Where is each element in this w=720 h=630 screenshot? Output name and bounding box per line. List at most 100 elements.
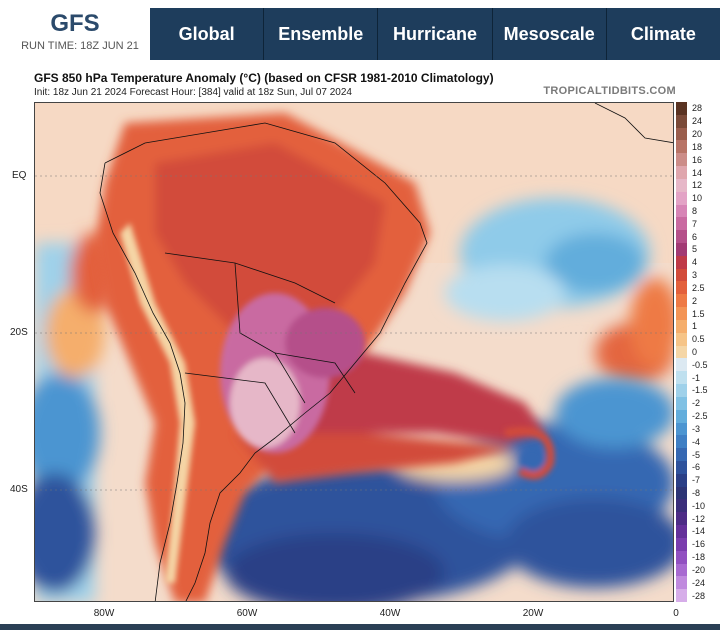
colorbar-label: 20 [692,129,703,140]
nav-global[interactable]: Global [150,8,265,60]
colorbar-label: -20 [692,564,706,575]
colorbar-label: -1.5 [692,385,708,396]
colorbar-segment [676,345,687,359]
site-watermark: TROPICALTIDBITS.COM [543,85,676,97]
colorbar-segment [676,268,687,282]
colorbar-label: -28 [692,590,706,601]
colorbar-segment [676,191,687,206]
colorbar-segment [676,563,687,577]
colorbar-label: -24 [692,577,706,588]
colorbar-segment [676,473,687,488]
lon-label-0: 0 [673,608,679,619]
colorbar-segment [676,166,687,180]
colorbar-segment [676,217,687,231]
map-subtitle: Init: 18z Jun 21 2024 Forecast Hour: [38… [34,87,352,98]
colorbar-label: -2 [692,398,701,409]
lat-label-20s: 20S [10,327,28,338]
colorbar-label: 0.5 [692,334,705,345]
anomaly-map [34,102,674,602]
colorbar-segment [676,358,687,372]
colorbar-label: -8 [692,488,701,499]
colorbar-segment [676,178,687,193]
lon-label-20w: 20W [522,608,544,619]
colorbar-label: -2.5 [692,411,708,422]
run-time-label: RUN TIME: 18Z JUN 21 [21,40,139,52]
colorbar-label: 2.5 [692,282,705,293]
colorbar-segment [676,281,687,295]
colorbar-segment [676,396,687,411]
colorbar-label: -4 [692,436,701,447]
lon-label-80w: 80W [93,608,115,619]
colorbar-segment [676,525,687,539]
colorbar-label: 4 [692,257,698,268]
lon-label-40w: 40W [379,608,401,619]
colorbar-segment [676,384,687,398]
colorbar-label: -18 [692,552,706,563]
colorbar-segment [676,140,687,154]
colorbar-label: -10 [692,500,706,511]
colorbar-label: 1.5 [692,308,705,319]
colorbar-segment [676,127,687,141]
colorbar-label: -1 [692,372,701,383]
colorbar-segment [676,114,687,129]
colorbar-label: 12 [692,180,703,191]
site-logo[interactable]: GFS [50,10,100,37]
map-title: GFS 850 hPa Temperature Anomaly (°C) (ba… [34,71,494,85]
nav-ensemble[interactable]: Ensemble [264,8,379,60]
colorbar-segment [676,409,687,423]
colorbar-segment [676,204,687,218]
colorbar-label: 6 [692,231,698,242]
colorbar-label: 0 [692,347,698,357]
nav-climate[interactable]: Climate [630,23,696,44]
colorbar-label: 7 [692,218,698,229]
colorbar-label: 16 [692,154,703,165]
colorbar-label: -12 [692,513,706,524]
bottom-rule [0,624,720,630]
top-nav: Global Ensemble Hurricane Mesoscale Clim… [150,8,720,60]
colorbar-label: 3 [692,270,698,281]
colorbar-label: 24 [692,116,703,127]
anomaly-map-graphic [35,103,673,601]
lat-label-eq: EQ [12,170,27,181]
colorbar-label: 5 [692,244,698,255]
colorbar-label: -6 [692,462,701,473]
colorbar-segment [676,153,687,167]
colorbar-segment [676,448,687,462]
colorbar-segment [676,319,687,334]
colorbar-label: 8 [692,205,698,216]
colorbar-label: 1 [692,321,698,332]
colorbar-segment [676,512,687,526]
colorbar-label: -5 [692,449,701,460]
colorbar-segment [676,230,687,244]
colorbar-segment [676,499,687,513]
colorbar-segment [676,255,687,270]
colorbar-label: 10 [692,193,703,204]
colorbar-label: 18 [692,141,703,152]
colorbar [676,102,687,603]
colorbar-segment [676,332,687,347]
colorbar-segment [676,102,687,116]
colorbar-label: 28 [692,103,703,114]
colorbar-segment [676,486,687,500]
colorbar-segment [676,243,687,257]
colorbar-segment [676,576,687,590]
colorbar-segment [676,537,687,552]
logo-block[interactable]: GFS RUN TIME: 18Z JUN 21 [0,0,150,62]
lon-label-60w: 60W [236,608,258,619]
colorbar-segment [676,294,687,308]
colorbar-segment [676,589,687,603]
colorbar-segment [676,307,687,321]
colorbar-label: -3 [692,423,701,434]
colorbar-label: -0.5 [692,359,708,370]
colorbar-label: 2 [692,295,698,306]
nav-mesoscale[interactable]: Mesoscale [493,8,607,60]
lat-label-40s: 40S [10,484,28,495]
nav-hurricane[interactable]: Hurricane [378,8,493,60]
colorbar-label: -14 [692,526,706,537]
colorbar-label: -16 [692,539,706,550]
colorbar-segment [676,435,687,449]
colorbar-segment [676,371,687,385]
colorbar-label: 14 [692,167,703,178]
colorbar-segment [676,460,687,475]
colorbar-label: -7 [692,475,701,486]
